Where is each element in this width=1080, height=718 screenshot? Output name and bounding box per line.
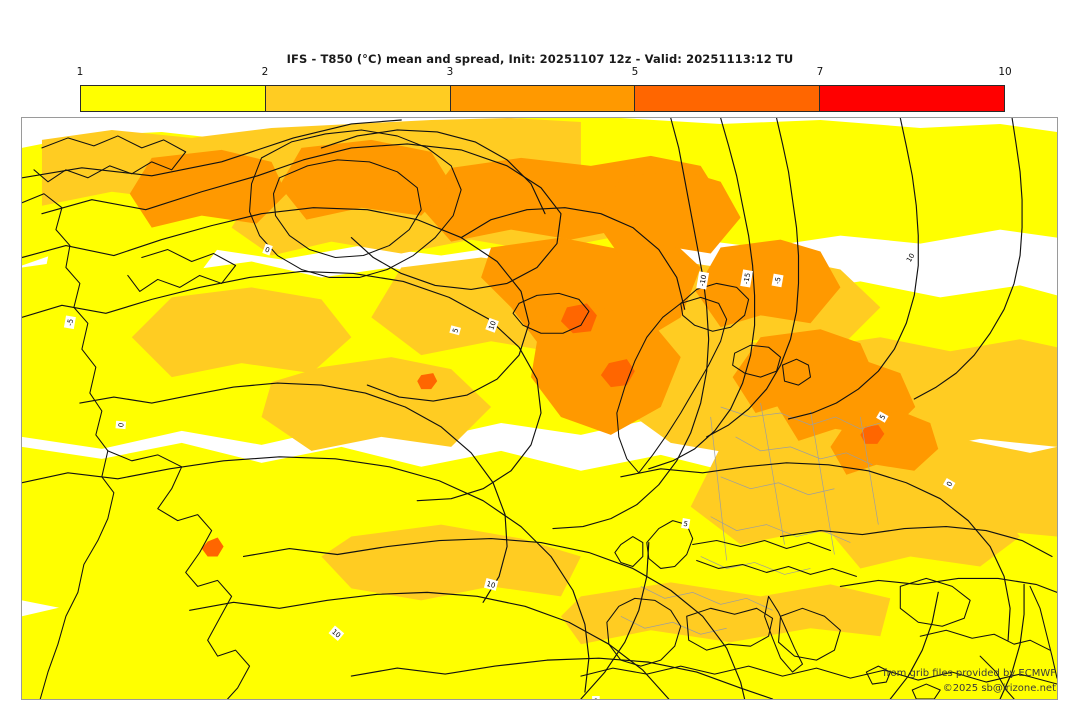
contour-label: -5 (63, 315, 76, 330)
colorbar-tick-10: 10 (998, 66, 1012, 78)
colorbar-band-7-10 (820, 86, 1004, 111)
colorbar-tick-1: 1 (76, 66, 84, 78)
contour-label: 5 (681, 518, 691, 530)
contour-label: 10 (483, 578, 499, 591)
contour-label: 0 (262, 243, 273, 256)
svg-text:-15: -15 (742, 272, 752, 285)
svg-text:5: 5 (878, 413, 887, 421)
contour-label: -10 (696, 271, 710, 290)
coastlines (22, 129, 1057, 699)
contour-label: -15 (740, 269, 753, 288)
svg-text:10: 10 (487, 320, 498, 331)
contour-label: 10 (328, 625, 345, 641)
svg-text:0: 0 (117, 422, 125, 427)
contour-label: 10 (485, 317, 499, 333)
page-title: IFS - T850 (°C) mean and spread, Init: 2… (286, 52, 794, 66)
colorbar-band-5-7 (635, 86, 821, 111)
svg-text:5: 5 (451, 327, 460, 333)
svg-text:0: 0 (594, 698, 598, 699)
svg-text:0: 0 (945, 480, 954, 488)
contour-label: 0 (942, 477, 956, 490)
svg-text:-5: -5 (66, 318, 75, 326)
svg-text:10: 10 (905, 252, 916, 264)
contour-label: 0 (115, 420, 127, 430)
colorbar-tick-7: 7 (816, 66, 824, 78)
svg-text:0: 0 (264, 246, 271, 255)
spread-layer-orange (129, 139, 939, 475)
spread-layer-dark-orange (201, 303, 885, 557)
colorbar-band-3-5 (450, 86, 636, 111)
contour-label: 5 (449, 325, 461, 336)
svg-text:-5: -5 (774, 276, 783, 284)
colorbar-band-2-3 (265, 86, 451, 111)
contour-label: 10 (902, 249, 918, 266)
colorbar-tick-5: 5 (631, 66, 639, 78)
country-borders (620, 402, 881, 635)
colorbar-tick-labels: 1 2 3 5 7 10 (76, 66, 1012, 84)
colorbar: 1 2 3 5 7 10 (77, 66, 1012, 112)
svg-text:-10: -10 (698, 274, 708, 287)
svg-text:10: 10 (486, 580, 497, 590)
colorbar-band-1-2 (81, 86, 266, 111)
svg-text:5: 5 (683, 520, 689, 529)
colorbar-tick-2: 2 (261, 66, 269, 78)
contour-label: 5 (876, 411, 889, 423)
colorbar-tick-3: 3 (446, 66, 454, 78)
contour-lines (22, 118, 1057, 699)
contour-label: 0 (592, 696, 600, 699)
svg-text:10: 10 (330, 628, 342, 640)
colorbar-bands (80, 85, 1005, 112)
contour-label: -5 (771, 273, 784, 288)
